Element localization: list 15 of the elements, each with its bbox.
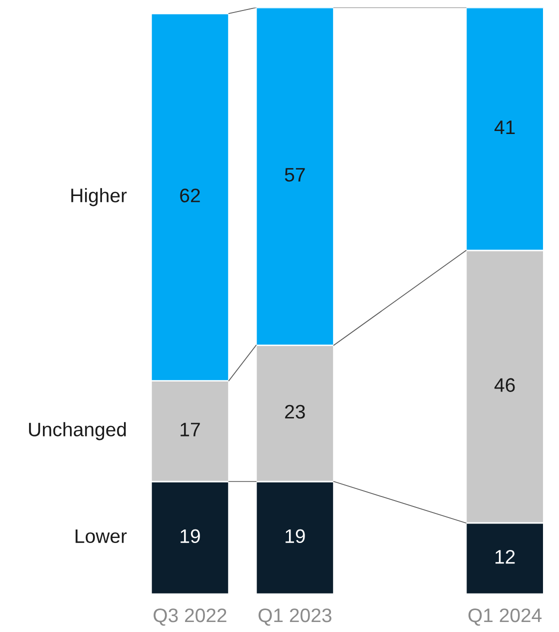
data-label: 23 — [285, 404, 305, 419]
data-label: 19 — [180, 529, 200, 544]
data-label: 19 — [286, 529, 305, 544]
data-label: 41 — [494, 120, 515, 134]
data-label: 46 — [494, 378, 515, 392]
data-label: 12 — [496, 550, 515, 564]
data-label: 17 — [180, 422, 200, 436]
x-tick-label: Q1 2023 — [258, 608, 332, 626]
x-tick-label: Q3 2022 — [154, 608, 226, 626]
series-label: Higher — [71, 188, 127, 206]
data-label: 57 — [284, 168, 305, 182]
data-label: 62 — [180, 188, 200, 202]
series-label: Lower — [76, 529, 127, 544]
x-tick-label: Q1 2024 — [468, 608, 542, 626]
series-label: Unchanged — [29, 422, 126, 440]
